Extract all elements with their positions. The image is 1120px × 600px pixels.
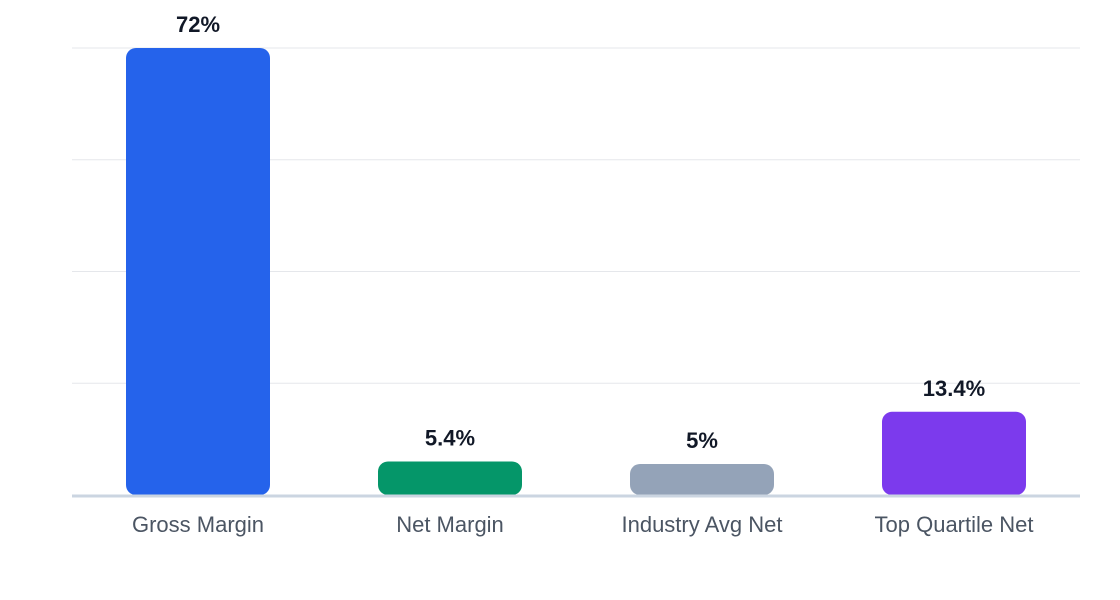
category-label: Gross Margin (132, 512, 264, 537)
value-labels: 72% 5.4% 5% 13.4% (176, 12, 985, 453)
category-label: Top Quartile Net (875, 512, 1034, 537)
category-labels: Gross Margin Net Margin Industry Avg Net To… (132, 512, 1034, 537)
bars (126, 48, 1026, 495)
category-label: Industry Avg Net (621, 512, 782, 537)
value-label: 5% (686, 428, 718, 453)
bar (126, 48, 270, 495)
value-label: 72% (176, 12, 220, 37)
category-label: Net Margin (396, 512, 504, 537)
value-label: 13.4% (923, 376, 985, 401)
bar (882, 411, 1026, 495)
bar (630, 463, 774, 495)
value-label: 5.4% (425, 425, 475, 450)
bar (378, 461, 522, 495)
